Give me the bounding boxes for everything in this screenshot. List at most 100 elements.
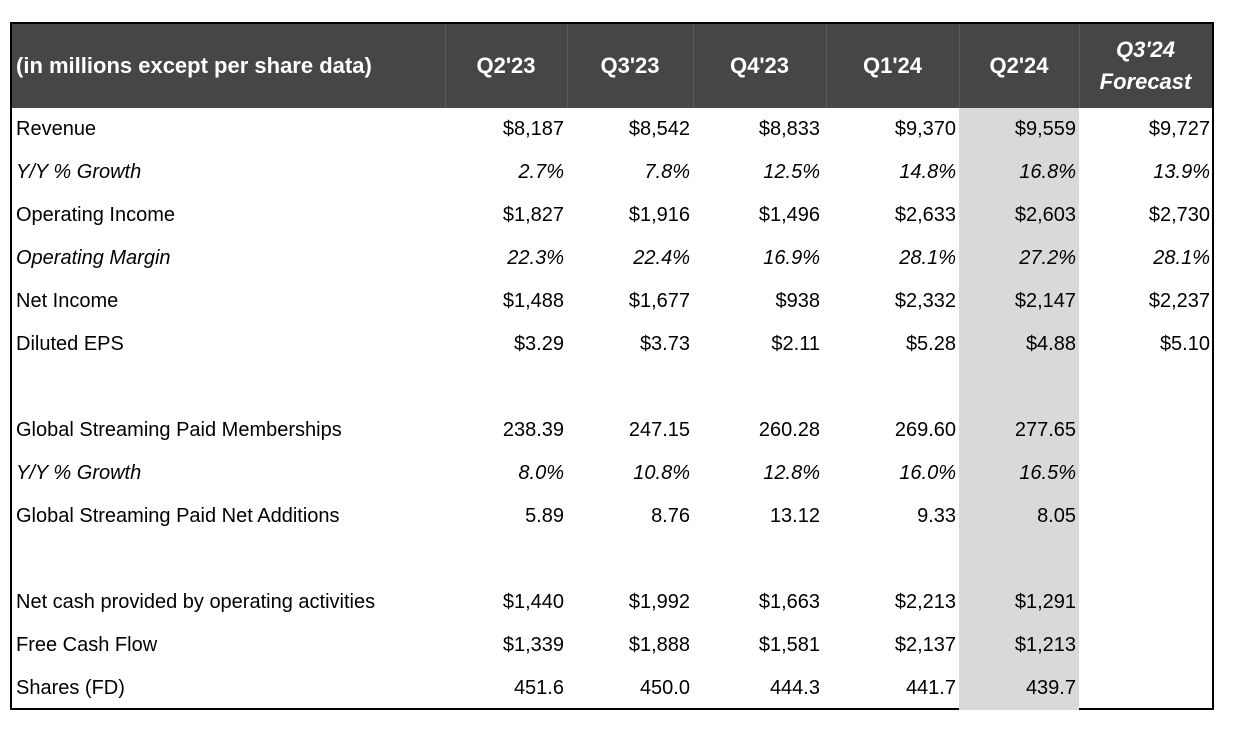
row-label: Diluted EPS xyxy=(16,333,124,355)
cell-q2-23: 2.7% xyxy=(518,161,564,183)
cell-q3-23: 247.15 xyxy=(628,419,690,441)
cell-q2-23: $1,440 xyxy=(502,591,564,613)
cell-q3-23: $3.73 xyxy=(639,333,690,355)
header-q2-24: Q2'24 xyxy=(989,53,1049,78)
row-label: Revenue xyxy=(16,118,97,140)
header-divider xyxy=(1079,24,1080,108)
cell-q2-24: 16.8% xyxy=(1019,161,1076,183)
cell-q2-24: 27.2% xyxy=(1019,247,1076,269)
cell-q2-24: $2,603 xyxy=(1014,204,1076,226)
row-label: Y/Y % Growth xyxy=(16,161,142,183)
cell-q2-24: 8.05 xyxy=(1037,505,1076,527)
cell-q3-23: 10.8% xyxy=(633,462,690,484)
row-label: Global Streaming Paid Net Additions xyxy=(16,505,340,527)
cell-q2-23: $1,339 xyxy=(502,634,564,656)
cell-q1-24: $2,137 xyxy=(894,634,956,656)
highlight-column-q2-24 xyxy=(959,108,1079,710)
cell-q2-24: $9,559 xyxy=(1014,118,1076,140)
row-label: Net Income xyxy=(16,290,119,312)
cell-q1-24: 441.7 xyxy=(905,677,956,699)
cell-q4-23: $2.11 xyxy=(771,333,820,355)
cell-q3-24-forecast: $5.10 xyxy=(1159,333,1210,355)
cell-q2-24: 16.5% xyxy=(1019,462,1076,484)
cell-q4-23: $1,581 xyxy=(758,634,820,656)
cell-q3-23: 7.8% xyxy=(644,161,690,183)
cell-q2-24: $1,213 xyxy=(1014,634,1076,656)
cell-q4-23: 444.3 xyxy=(769,677,820,699)
cell-q1-24: 14.8% xyxy=(899,161,956,183)
cell-q1-24: $9,370 xyxy=(894,118,956,140)
table-row: Net Income $1,488 $1,677 $938 $2,332 $2,… xyxy=(12,280,1212,323)
cell-q3-23: $1,992 xyxy=(628,591,690,613)
table-row: Diluted EPS $3.29 $3.73 $2.11 $5.28 $4.8… xyxy=(12,323,1212,366)
cell-q1-24: $2,213 xyxy=(894,591,956,613)
table-row: Revenue $8,187 $8,542 $8,833 $9,370 $9,5… xyxy=(12,108,1212,151)
table-row: Y/Y % Growth 2.7% 7.8% 12.5% 14.8% 16.8%… xyxy=(12,151,1212,194)
table-row: Net cash provided by operating activitie… xyxy=(12,581,1212,624)
header-divider xyxy=(693,24,694,108)
cell-q3-23: 22.4% xyxy=(633,247,690,269)
table-row: Operating Margin 22.3% 22.4% 16.9% 28.1%… xyxy=(12,237,1212,280)
table-row: Free Cash Flow $1,339 $1,888 $1,581 $2,1… xyxy=(12,624,1212,667)
cell-q1-24: $5.28 xyxy=(905,333,956,355)
cell-q2-24: 439.7 xyxy=(1025,677,1076,699)
header-divider xyxy=(826,24,827,108)
cell-q3-23: $1,677 xyxy=(628,290,690,312)
header-q3-23: Q3'23 xyxy=(600,53,660,78)
cell-q4-23: 13.12 xyxy=(769,505,820,527)
table-row: Global Streaming Paid Memberships 238.39… xyxy=(12,409,1212,452)
header-divider xyxy=(567,24,568,108)
cell-q3-23: 8.76 xyxy=(651,505,690,527)
cell-q1-24: $2,633 xyxy=(894,204,956,226)
cell-q1-24: 28.1% xyxy=(899,247,956,269)
row-label: Y/Y % Growth xyxy=(16,462,142,484)
header-divider xyxy=(959,24,960,108)
cell-q2-23: 8.0% xyxy=(518,462,564,484)
row-label: Shares (FD) xyxy=(16,677,125,699)
cell-q4-23: 12.5% xyxy=(763,161,820,183)
cell-q2-23: $8,187 xyxy=(502,118,564,140)
cell-q1-24: $2,332 xyxy=(894,290,956,312)
cell-q1-24: 269.60 xyxy=(894,419,956,441)
header-q4-23: Q4'23 xyxy=(729,53,790,78)
table-row: Y/Y % Growth 8.0% 10.8% 12.8% 16.0% 16.5… xyxy=(12,452,1212,495)
cell-q4-23: $1,496 xyxy=(758,204,820,226)
cell-q2-23: 451.6 xyxy=(513,677,564,699)
header-divider xyxy=(445,24,446,108)
cell-q1-24: 16.0% xyxy=(899,462,956,484)
cell-q4-23: 12.8% xyxy=(763,462,820,484)
cell-q4-23: $1,663 xyxy=(758,591,820,613)
table-row: Operating Income $1,827 $1,916 $1,496 $2… xyxy=(12,194,1212,237)
cell-q4-23: $8,833 xyxy=(758,118,820,140)
cell-q2-23: 22.3% xyxy=(507,247,564,269)
cell-q2-23: $3.29 xyxy=(513,333,564,355)
cell-q3-24-forecast: 13.9% xyxy=(1153,161,1210,183)
cell-q3-23: 450.0 xyxy=(639,677,690,699)
cell-q3-23: $8,542 xyxy=(628,118,690,140)
row-label: Net cash provided by operating activitie… xyxy=(16,591,376,613)
header-q2-23: Q2'23 xyxy=(476,53,536,78)
cell-q1-24: 9.33 xyxy=(917,505,956,527)
cell-q4-23: 260.28 xyxy=(758,419,820,441)
header-label: (in millions except per share data) xyxy=(16,53,372,78)
cell-q3-24-forecast: $2,730 xyxy=(1148,204,1210,226)
cell-q3-24-forecast: $2,237 xyxy=(1148,290,1210,312)
row-label: Free Cash Flow xyxy=(16,634,158,656)
cell-q2-24: $2,147 xyxy=(1014,290,1076,312)
header-q1-24: Q1'24 xyxy=(862,53,923,78)
row-label: Global Streaming Paid Memberships xyxy=(16,419,342,441)
cell-q2-23: $1,827 xyxy=(502,204,564,226)
cell-q2-24: $1,291 xyxy=(1014,591,1076,613)
cell-q2-23: 5.89 xyxy=(525,505,564,527)
cell-q3-24-forecast: $9,727 xyxy=(1148,118,1210,140)
row-label: Operating Margin xyxy=(16,247,171,269)
table-header: (in millions except per share data) Q2'2… xyxy=(12,24,1212,108)
cell-q2-24: 277.65 xyxy=(1014,419,1076,441)
financial-summary-table: (in millions except per share data) Q2'2… xyxy=(10,22,1214,710)
forecast-label: Forecast xyxy=(1099,69,1192,94)
cell-q2-23: $1,488 xyxy=(502,290,564,312)
cell-q3-23: $1,888 xyxy=(628,634,690,656)
row-label: Operating Income xyxy=(16,204,175,226)
header-q3-24-forecast: Q3'24 Forecast xyxy=(1079,24,1212,108)
table-row: Global Streaming Paid Net Additions 5.89… xyxy=(12,495,1212,538)
